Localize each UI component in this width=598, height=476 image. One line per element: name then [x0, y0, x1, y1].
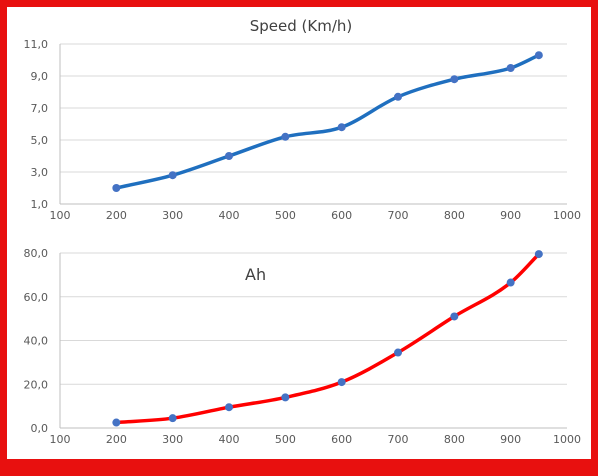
- y-tick-label: 11,0: [24, 38, 49, 51]
- x-tick-label: 400: [219, 433, 240, 446]
- data-point: [506, 278, 515, 287]
- x-tick-label: 700: [388, 209, 409, 222]
- x-tick-label: 600: [331, 209, 352, 222]
- data-point: [394, 348, 402, 357]
- y-tick-label: 7,0: [31, 102, 49, 115]
- x-tick-label: 100: [50, 433, 71, 446]
- data-point: [168, 171, 177, 180]
- data-point: [168, 414, 177, 423]
- y-tick-label: 3,0: [31, 166, 49, 179]
- series-line: [114, 252, 541, 425]
- data-point: [506, 64, 515, 72]
- x-tick-label: 800: [444, 209, 465, 222]
- data-point: [450, 75, 459, 84]
- chart-title: Speed (Km/h): [250, 17, 353, 35]
- y-tick-label: 9,0: [31, 70, 49, 83]
- data-point: [534, 250, 543, 259]
- y-tick-label: 0,0: [31, 422, 49, 435]
- x-tick-label: 900: [500, 209, 521, 222]
- data-point: [337, 123, 346, 132]
- y-tick-label: 1,0: [31, 198, 49, 211]
- data-point: [281, 132, 290, 141]
- y-tick-label: 60,0: [24, 291, 49, 304]
- chart-frame: 1,0 3,0 5,0 7,0 9,0 11,0 100 200 300 400 500 600 700…: [7, 7, 591, 459]
- data-point: [281, 393, 290, 402]
- x-tick-label: 400: [219, 209, 240, 222]
- chart-annotation: Ah: [245, 265, 266, 284]
- charts-canvas: 1,0 3,0 5,0 7,0 9,0 11,0 100 200 300 400 500 600 700…: [24, 17, 582, 446]
- x-tick-label: 300: [162, 433, 183, 446]
- data-point: [534, 51, 543, 60]
- data-point: [337, 378, 346, 387]
- x-tick-label: 200: [106, 209, 127, 222]
- x-tick-label: 500: [275, 433, 296, 446]
- data-point: [112, 184, 121, 192]
- x-tick-label: 100: [50, 209, 71, 222]
- data-point: [394, 92, 402, 101]
- chart-1: 1,0 3,0 5,0 7,0 9,0 11,0 100 200 300 400 500 600 700…: [24, 17, 582, 222]
- y-tick-label: 80,0: [24, 247, 49, 260]
- chart-2: 0,0 20,0 40,0 60,0 80,0 100 200 300 400 500 600 700…: [24, 247, 582, 446]
- x-tick-label: 800: [444, 433, 465, 446]
- x-tick-label: 700: [388, 433, 409, 446]
- data-point: [112, 418, 121, 427]
- y-tick-label: 5,0: [31, 134, 49, 147]
- x-tick-label: 1000: [553, 433, 581, 446]
- x-tick-label: 900: [500, 433, 521, 446]
- data-point: [225, 152, 233, 160]
- y-tick-label: 20,0: [24, 378, 49, 391]
- x-tick-label: 1000: [553, 209, 581, 222]
- x-tick-label: 500: [275, 209, 296, 222]
- data-point: [450, 312, 459, 321]
- y-tick-label: 40,0: [24, 335, 49, 348]
- series-line: [114, 53, 541, 190]
- x-tick-label: 300: [162, 209, 183, 222]
- data-point: [225, 403, 233, 412]
- x-tick-label: 600: [331, 433, 352, 446]
- x-tick-label: 200: [106, 433, 127, 446]
